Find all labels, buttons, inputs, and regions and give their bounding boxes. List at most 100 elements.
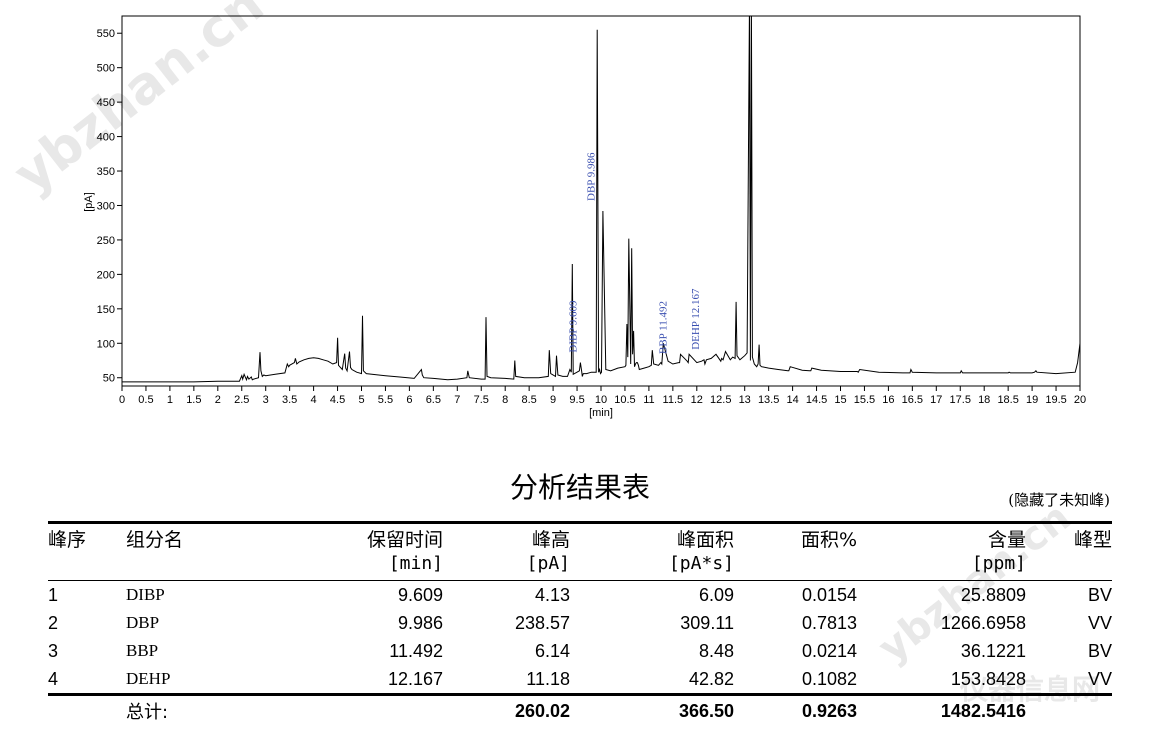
x-tick-label: 12 bbox=[691, 394, 703, 406]
x-tick-label: 3.5 bbox=[282, 394, 297, 406]
cell-content: 36.1221 bbox=[960, 640, 1026, 661]
x-tick-label: 8.5 bbox=[522, 394, 537, 406]
header-peak-no: 峰序 bbox=[48, 529, 87, 551]
cell-content: 1266.6958 bbox=[940, 612, 1026, 633]
header-peak-area: 峰面积 [pA*s] bbox=[570, 523, 734, 581]
cell-retention-time: 9.986 bbox=[397, 612, 443, 633]
cell-total-empty bbox=[286, 695, 443, 727]
x-tick-label: 5.5 bbox=[378, 394, 393, 406]
cell-peak-height: 11.18 bbox=[526, 668, 570, 689]
cell-retention-time: 9.609 bbox=[397, 584, 443, 605]
cell-peak-no: 4 bbox=[48, 668, 59, 689]
cell-peak-type: BV bbox=[1087, 640, 1112, 661]
y-tick-label: 300 bbox=[97, 200, 115, 212]
y-axis-label: [pA] bbox=[83, 192, 95, 212]
y-tick-label: 450 bbox=[97, 97, 115, 109]
x-tick-label: 16 bbox=[882, 394, 894, 406]
x-tick-label: 2 bbox=[215, 394, 221, 406]
cell-component: DIBP bbox=[126, 585, 165, 604]
x-tick-label: 1 bbox=[167, 394, 173, 406]
x-tick-label: 1.5 bbox=[186, 394, 201, 406]
cell-area-percent: 0.1082 bbox=[801, 668, 857, 689]
header-peak-height-label: 峰高 bbox=[531, 529, 570, 551]
y-tick-label: 350 bbox=[97, 166, 115, 178]
cell-peak-no: 2 bbox=[48, 612, 59, 633]
x-tick-label: 19 bbox=[1026, 394, 1038, 406]
chromatogram-trace bbox=[122, 16, 1080, 383]
peak-label: DEHP 12.167 bbox=[690, 288, 702, 350]
x-tick-label: 5 bbox=[358, 394, 364, 406]
table-row: 2 DBP 9.986 238.57 309.11 0.7813 1266.69… bbox=[48, 609, 1112, 637]
header-peak-type: 峰型 bbox=[1073, 529, 1112, 551]
cell-area-percent: 0.0214 bbox=[801, 640, 857, 661]
x-tick-label: 13.5 bbox=[758, 394, 779, 406]
y-tick-label: 100 bbox=[97, 338, 115, 350]
table-total-row: 总计: 260.02 366.50 0.9263 1482.5416 bbox=[48, 694, 1112, 727]
x-tick-label: 17.5 bbox=[950, 394, 971, 406]
report-note: (隐藏了未知峰) bbox=[1008, 491, 1110, 509]
y-tick-label: 50 bbox=[103, 373, 115, 385]
x-tick-label: 6 bbox=[406, 394, 412, 406]
x-tick-label: 10.5 bbox=[614, 394, 635, 406]
x-tick-label: 14.5 bbox=[806, 394, 827, 406]
cell-peak-area: 6.09 bbox=[698, 584, 734, 605]
x-tick-label: 18.5 bbox=[997, 394, 1018, 406]
cell-total-content: 1482.5416 bbox=[940, 700, 1026, 721]
header-peak-area-label: 峰面积 bbox=[676, 529, 734, 551]
y-tick-label: 250 bbox=[97, 235, 115, 247]
table-row: 1 DIBP 9.609 4.13 6.09 0.0154 25.8809 BV bbox=[48, 581, 1112, 610]
x-tick-label: 3 bbox=[263, 394, 269, 406]
cell-peak-no: 3 bbox=[48, 640, 59, 661]
cell-area-percent: 0.0154 bbox=[801, 584, 857, 605]
cell-total-empty bbox=[48, 695, 126, 727]
cell-peak-area: 8.48 bbox=[698, 640, 734, 661]
header-area-percent: 面积% bbox=[800, 529, 857, 551]
y-tick-label: 500 bbox=[97, 63, 115, 75]
cell-component: DBP bbox=[126, 613, 160, 632]
header-content-unit: [ppm] bbox=[971, 553, 1026, 574]
x-tick-label: 15.5 bbox=[854, 394, 875, 406]
header-content-label: 含量 bbox=[987, 529, 1026, 551]
x-tick-label: 17 bbox=[930, 394, 942, 406]
header-retention-time-unit: [min] bbox=[388, 553, 443, 574]
cell-peak-no: 1 bbox=[48, 584, 59, 605]
cell-component: DEHP bbox=[126, 669, 171, 688]
y-tick-label: 200 bbox=[97, 269, 115, 281]
cell-component: BBP bbox=[126, 641, 159, 660]
x-tick-label: 13 bbox=[739, 394, 751, 406]
x-tick-label: 15 bbox=[834, 394, 846, 406]
x-tick-label: 10 bbox=[595, 394, 607, 406]
cell-total-empty bbox=[1026, 695, 1112, 727]
cell-peak-height: 238.57 bbox=[514, 612, 570, 633]
header-content: 含量 [ppm] bbox=[857, 523, 1026, 581]
x-tick-label: 9 bbox=[550, 394, 556, 406]
peak-label: DBP 9.986 bbox=[585, 152, 597, 201]
cell-total-percent: 0.9263 bbox=[801, 700, 857, 721]
header-peak-height: 峰高 [pA] bbox=[443, 523, 570, 581]
results-table: 峰序 组分名 保留时间 [min] 峰高 [pA] 峰面积 [pA*s] 面积%… bbox=[48, 521, 1112, 726]
x-tick-label: 18 bbox=[978, 394, 990, 406]
report-title: 分析结果表 bbox=[509, 471, 650, 504]
cell-peak-area: 42.82 bbox=[688, 668, 734, 689]
cell-retention-time: 11.492 bbox=[389, 640, 443, 661]
header-retention-time: 保留时间 [min] bbox=[286, 523, 443, 581]
cell-peak-type: BV bbox=[1087, 584, 1112, 605]
x-tick-label: 2.5 bbox=[234, 394, 249, 406]
header-peak-height-unit: [pA] bbox=[526, 553, 570, 574]
x-tick-label: 14 bbox=[786, 394, 798, 406]
cell-total-height: 260.02 bbox=[514, 700, 570, 721]
cell-retention-time: 12.167 bbox=[387, 668, 443, 689]
cell-peak-type: VV bbox=[1087, 612, 1112, 633]
y-tick-label: 150 bbox=[97, 304, 115, 316]
table-row: 3 BBP 11.492 6.14 8.48 0.0214 36.1221 BV bbox=[48, 637, 1112, 665]
header-component: 组分名 bbox=[126, 529, 184, 551]
x-tick-label: 0.5 bbox=[138, 394, 153, 406]
cell-area-percent: 0.7813 bbox=[801, 612, 857, 633]
x-tick-label: 12.5 bbox=[710, 394, 731, 406]
cell-content: 153.8428 bbox=[950, 668, 1026, 689]
x-tick-label: 20 bbox=[1074, 394, 1086, 406]
x-axis: 0 0.5 1 1.5 2 2.5 3 3.5 4 4.5 5 5.5 6 6.5 7 7.5 8 8.5 9 9.5… bbox=[119, 386, 1086, 406]
header-retention-time-label: 保留时间 bbox=[366, 529, 443, 551]
cell-peak-height: 4.13 bbox=[534, 584, 570, 605]
